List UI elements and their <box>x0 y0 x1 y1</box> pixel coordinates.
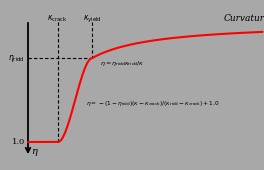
Text: η: η <box>31 148 37 157</box>
Text: $\eta=-(1-\eta_{\rm ridd})(\kappa-\kappa_{\rm crack})/(\kappa_{\rm ridd}-\kappa_: $\eta=-(1-\eta_{\rm ridd})(\kappa-\kappa… <box>86 99 220 108</box>
Text: $\kappa_{\rm yield}$: $\kappa_{\rm yield}$ <box>83 14 102 25</box>
Text: 1.0: 1.0 <box>12 138 25 146</box>
Text: Curvature: Curvature <box>224 14 264 23</box>
Text: $\eta_{\rm ridd}$: $\eta_{\rm ridd}$ <box>8 53 25 64</box>
Text: $\kappa_{\rm crack}$: $\kappa_{\rm crack}$ <box>48 14 68 24</box>
Text: $\eta=\eta_{\rm ridd}\kappa_{\rm ridd}/\kappa$: $\eta=\eta_{\rm ridd}\kappa_{\rm ridd}/\… <box>100 59 144 69</box>
